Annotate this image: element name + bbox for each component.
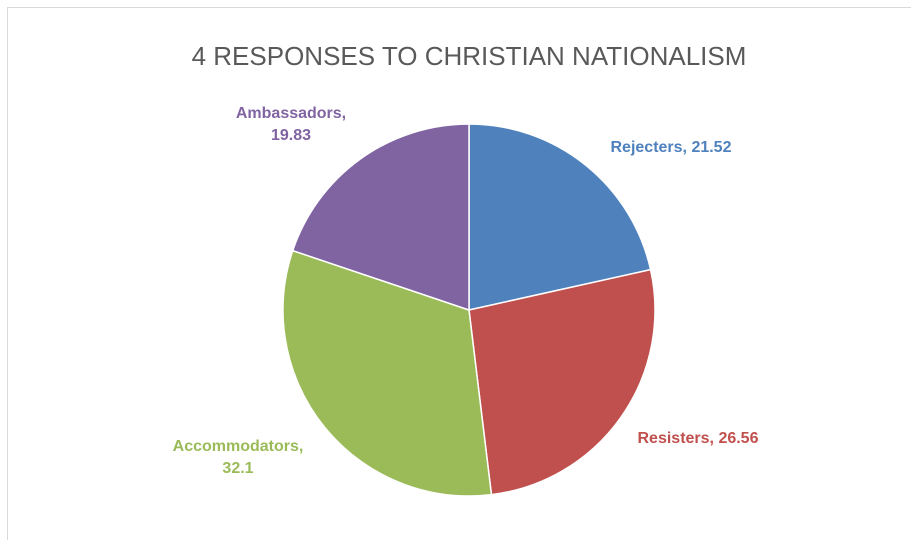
pie-slice-accommodators	[282, 249, 493, 497]
chart-area: 4 RESPONSES TO CHRISTIAN NATIONALISM Rej…	[7, 7, 911, 540]
chart-title: 4 RESPONSES TO CHRISTIAN NATIONALISM	[192, 41, 747, 71]
pie-labels: Rejecters, 21.52 Resisters, 26.56 Accommod…	[173, 105, 759, 477]
slice-label-rejecters: Rejecters, 21.52	[611, 139, 732, 156]
pie-slices	[282, 123, 656, 497]
pie-slice-rejecters	[468, 123, 652, 311]
pie-chart: 4 RESPONSES TO CHRISTIAN NATIONALISM Rej…	[173, 41, 759, 497]
slice-label-ambassadors: Ambassadors, 19.83	[236, 105, 346, 144]
pie-slice-resisters	[468, 268, 656, 496]
pie-slice-ambassadors	[291, 123, 470, 312]
slice-label-resisters: Resisters, 26.56	[638, 430, 759, 447]
slice-label-accommodators: Accommodators, 32.1	[173, 438, 304, 477]
